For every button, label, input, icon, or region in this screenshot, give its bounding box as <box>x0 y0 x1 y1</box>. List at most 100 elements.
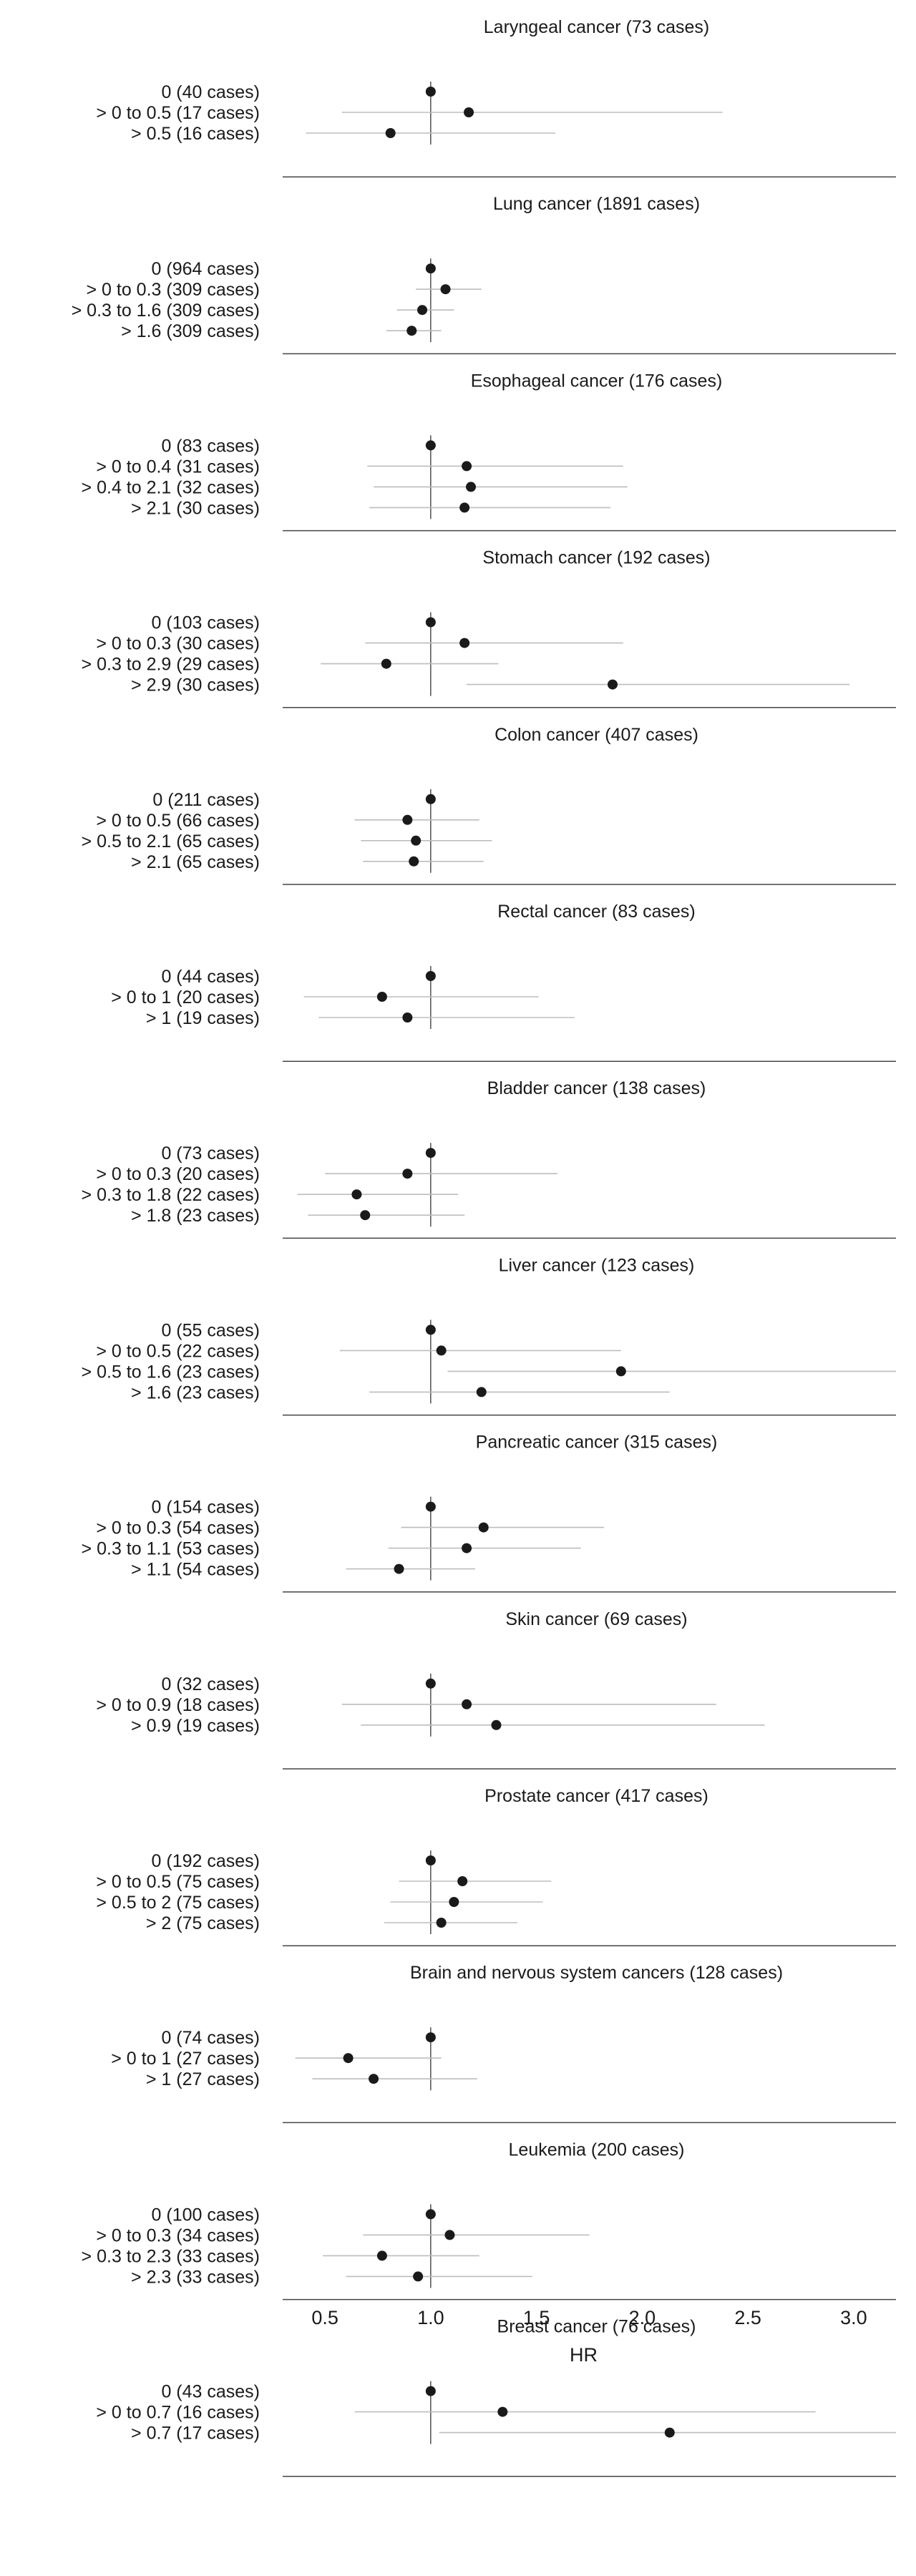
row-label: > 2 (75 cases) <box>146 1913 260 1933</box>
hr-point <box>459 502 470 513</box>
hr-point <box>425 263 436 274</box>
hr-point <box>459 638 470 648</box>
row-label: > 0 to 0.5 (75 cases) <box>96 1872 260 1892</box>
row-label: 0 (964 cases) <box>152 259 260 279</box>
row-label: > 0 to 1 (27 cases) <box>111 2049 260 2069</box>
row-label: 0 (32 cases) <box>161 1674 260 1694</box>
row-label: > 0 to 0.4 (31 cases) <box>96 457 260 477</box>
hr-point <box>425 1855 436 1865</box>
panel-title: Laryngeal cancer (73 cases) <box>484 17 709 37</box>
hr-point <box>464 107 474 117</box>
row-label: > 2.9 (30 cases) <box>131 675 260 696</box>
hr-point <box>462 1543 472 1553</box>
hr-point <box>351 1189 362 1200</box>
row-label: 0 (103 cases) <box>152 613 260 633</box>
panel-title: Pancreatic cancer (315 cases) <box>476 1433 718 1453</box>
panel: Leukemia (200 cases) 0 (100 cases)> 0 to … <box>82 2140 896 2301</box>
hr-point <box>436 1918 447 1928</box>
row-label: > 0 to 0.3 (34 cases) <box>96 2225 260 2245</box>
hr-point <box>425 1324 436 1335</box>
row-label: > 1.8 (23 cases) <box>131 1206 260 1226</box>
row-label: > 0.3 to 1.1 (53 cases) <box>82 1539 260 1559</box>
panel-title: Stomach cancer (192 cases) <box>482 548 710 568</box>
row-label: 0 (40 cases) <box>161 82 260 102</box>
x-axis: HR 0.5 1.0 1.5 2.0 2.5 3.0 <box>311 2307 867 2366</box>
x-tick-label: 3.0 <box>840 2307 867 2328</box>
hr-point <box>411 835 422 846</box>
hr-point <box>376 992 387 1002</box>
panel-title: Bladder cancer (138 cases) <box>487 1078 706 1098</box>
hr-point <box>402 1169 413 1179</box>
panel: Stomach cancer (192 cases)0 (103 cases)>… <box>82 548 896 708</box>
row-label: 0 (192 cases) <box>152 1851 260 1871</box>
row-label: 0 (100 cases) <box>152 2205 260 2225</box>
panel: Esophageal cancer (176 cases) 0 (83 cases… <box>82 371 896 532</box>
row-label: > 0 to 0.5 (22 cases) <box>96 1341 260 1361</box>
hr-point <box>449 1897 459 1907</box>
hr-point <box>369 2074 379 2084</box>
panel-title: Skin cancer (69 cases) <box>505 1609 687 1629</box>
panel: Breast cancer (76 cases) 0 (43 cases)> 0 … <box>96 2317 896 2477</box>
x-axis-label: HR <box>570 2344 598 2366</box>
row-label: > 2.1 (30 cases) <box>131 498 260 518</box>
row-label: > 0 to 0.3 (309 cases) <box>86 280 260 300</box>
row-label: > 0.3 to 1.6 (309 cases) <box>72 301 260 321</box>
x-tick-label: 2.5 <box>734 2307 761 2328</box>
panel: Bladder cancer (138 cases)0 (73 cases)> … <box>82 1078 896 1239</box>
hr-point <box>417 305 428 316</box>
hr-point <box>664 2427 675 2438</box>
hr-point <box>406 326 417 336</box>
hr-point <box>608 679 618 690</box>
hr-point <box>491 1719 502 1730</box>
hr-point <box>425 2032 436 2043</box>
hr-point <box>360 1210 371 1221</box>
row-label: > 2.3 (33 cases) <box>131 2267 260 2287</box>
hr-point <box>402 814 413 825</box>
hr-point <box>425 1148 436 1158</box>
hr-point <box>436 1345 447 1356</box>
row-label: > 0.3 to 1.8 (22 cases) <box>82 1185 260 1205</box>
x-tick-label: 1.5 <box>523 2307 550 2328</box>
panel: Pancreatic cancer (315 cases) 0 (154 case… <box>82 1433 896 1593</box>
row-label: 0 (74 cases) <box>161 2028 260 2048</box>
x-tick-label: 2.0 <box>629 2307 656 2328</box>
hr-point <box>615 1366 626 1377</box>
row-label: > 0.5 to 2.1 (65 cases) <box>82 831 260 852</box>
panel-title: Liver cancer (123 cases) <box>499 1255 695 1275</box>
panel: Colon cancer (407 cases)0 (211 cases)> 0… <box>82 725 896 885</box>
row-label: > 2.1 (65 cases) <box>131 852 260 872</box>
hr-point <box>425 440 436 451</box>
hr-point <box>376 2250 387 2261</box>
row-label: > 0.7 (17 cases) <box>131 2424 260 2444</box>
hr-point <box>394 1563 404 1574</box>
hr-point <box>476 1387 487 1397</box>
panels-layer: Laryngeal cancer (73 cases) 0 (40 cases) >… <box>72 17 896 2477</box>
panel: Rectal cancer (83 cases) 0 (44 cases)> 0 … <box>111 902 896 1062</box>
hr-point <box>425 971 436 981</box>
hr-point <box>409 856 419 867</box>
row-label: > 0 to 0.9 (18 cases) <box>96 1695 260 1715</box>
row-label: > 0.3 to 2.9 (29 cases) <box>82 655 260 675</box>
panel-title: Lung cancer (1891 cases) <box>493 194 700 214</box>
row-label: > 0.5 to 1.6 (23 cases) <box>82 1362 260 1382</box>
hr-point <box>466 482 477 492</box>
panel-title: Rectal cancer (83 cases) <box>497 902 696 922</box>
hr-point <box>462 461 472 472</box>
panel-title: Prostate cancer (417 cases) <box>484 1786 708 1806</box>
panel: Skin cancer (69 cases) 0 (32 cases)> 0 to… <box>96 1609 896 1770</box>
hr-point <box>440 284 451 295</box>
hr-point <box>381 658 391 669</box>
hr-point <box>425 1501 436 1512</box>
row-label: > 0.5 to 2 (75 cases) <box>96 1893 260 1913</box>
row-label: > 0.4 to 2.1 (32 cases) <box>82 477 260 497</box>
row-label: 0 (211 cases) <box>152 790 260 810</box>
row-label: 0 (154 cases) <box>152 1498 260 1518</box>
row-label: > 0.9 (19 cases) <box>131 1716 260 1736</box>
hr-point <box>385 128 396 138</box>
panel-title: Breast cancer (76 cases) <box>497 2317 696 2337</box>
row-label: > 0 to 0.3 (30 cases) <box>96 634 260 654</box>
row-label: > 1 (19 cases) <box>146 1008 260 1028</box>
x-tick-label: 0.5 <box>311 2307 338 2328</box>
panel: Liver cancer (123 cases) 0 (55 cases)> 0 … <box>82 1255 896 1416</box>
